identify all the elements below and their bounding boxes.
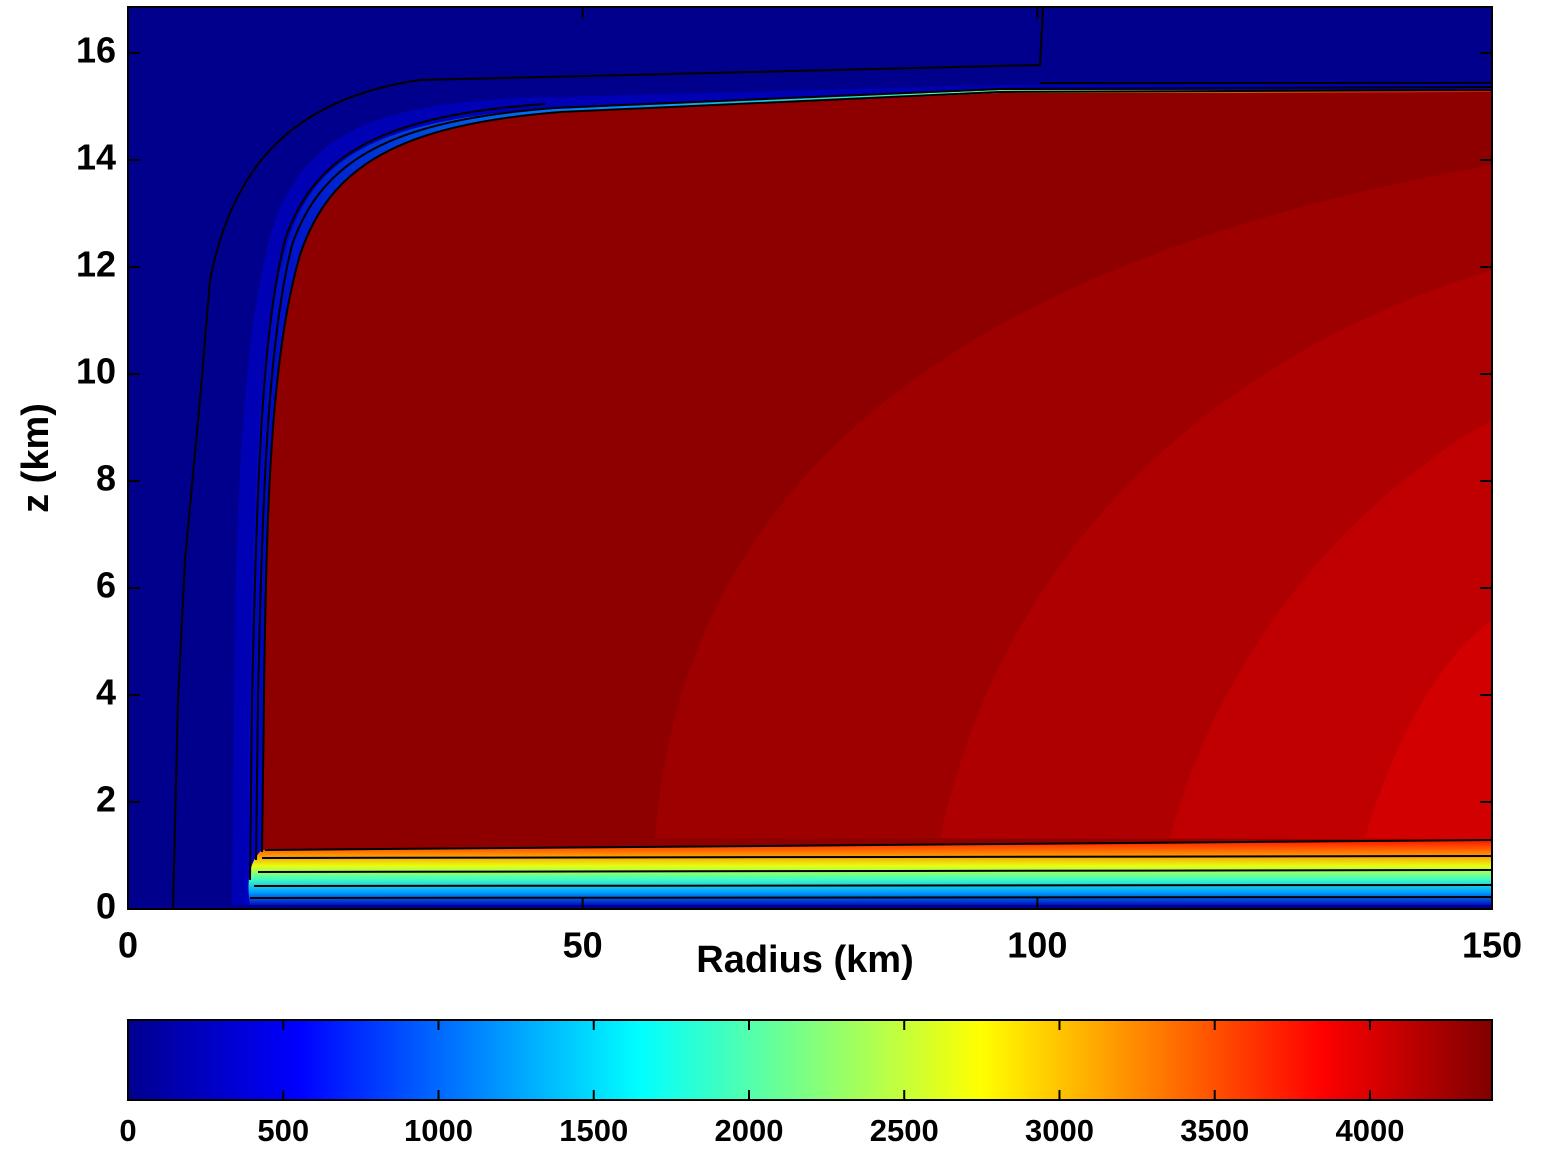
y-tick-label: 12 (76, 244, 116, 285)
y-tick-label: 10 (76, 351, 116, 392)
y-tick-label: 14 (76, 137, 116, 178)
colorbar-tick-label: 2500 (870, 1113, 939, 1148)
x-axis-label: Radius (km) (696, 939, 913, 981)
plot-frame (127, 6, 1493, 910)
colorbar (127, 1019, 1493, 1101)
y-tick-label: 8 (96, 458, 116, 499)
colorbar-tick-label: 3000 (1025, 1113, 1094, 1148)
x-tick-label: 150 (1462, 925, 1522, 966)
colorbar-tick-label: 1000 (404, 1113, 473, 1148)
colorbar-tick-label: 2000 (715, 1113, 784, 1148)
y-tick-label: 0 (96, 886, 116, 927)
y-tick-label: 2 (96, 779, 116, 820)
colorbar-tick-label: 500 (257, 1113, 309, 1148)
colorbar-tick-label: 0 (119, 1113, 136, 1148)
colorbar-tick-label: 4000 (1335, 1113, 1404, 1148)
colorbar-tick-label: 3500 (1180, 1113, 1249, 1148)
x-tick-label: 100 (1007, 925, 1067, 966)
y-tick-label: 16 (76, 30, 116, 71)
contour-field (128, 7, 1492, 909)
x-tick-label: 50 (563, 925, 603, 966)
y-tick-label: 6 (96, 565, 116, 606)
colorbar-tick-label: 1500 (559, 1113, 628, 1148)
x-tick-label: 0 (118, 925, 138, 966)
y-axis-label: z (km) (15, 403, 57, 513)
y-tick-label: 4 (96, 672, 116, 713)
